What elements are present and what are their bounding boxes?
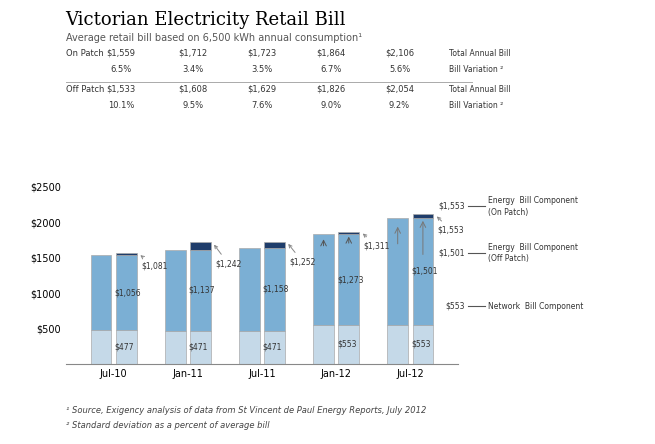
Bar xyxy=(313,325,334,364)
Text: $2,054: $2,054 xyxy=(385,85,414,94)
Bar xyxy=(165,331,185,364)
Text: Victorian Electricity Retail Bill: Victorian Electricity Retail Bill xyxy=(66,11,346,29)
Text: ¹ Source, Exigency analysis of data from St Vincent de Paul Energy Reports, July: ¹ Source, Exigency analysis of data from… xyxy=(66,406,426,415)
Bar xyxy=(116,330,137,364)
Text: $1,081: $1,081 xyxy=(141,256,168,271)
Text: $1,137: $1,137 xyxy=(189,286,215,295)
Text: $1,608: $1,608 xyxy=(179,85,208,94)
Text: 3.5%: 3.5% xyxy=(252,65,272,74)
Text: $1,273: $1,273 xyxy=(337,275,364,284)
Bar xyxy=(387,218,408,325)
Bar xyxy=(116,255,137,330)
Bar xyxy=(190,331,211,364)
Text: $1,864: $1,864 xyxy=(316,49,345,58)
Bar xyxy=(190,242,211,250)
Bar xyxy=(264,242,285,248)
Text: $1,723: $1,723 xyxy=(248,49,276,58)
Bar xyxy=(339,234,359,325)
Text: $1,311: $1,311 xyxy=(364,234,390,250)
Text: $471: $471 xyxy=(263,343,282,352)
Text: $1,501: $1,501 xyxy=(439,249,465,258)
Text: $553: $553 xyxy=(337,340,356,349)
Text: 6.7%: 6.7% xyxy=(320,65,341,74)
Bar xyxy=(190,250,211,331)
Text: 9.5%: 9.5% xyxy=(183,101,204,110)
Text: Total Annual Bill: Total Annual Bill xyxy=(449,85,510,94)
Text: Off Patch: Off Patch xyxy=(66,85,104,94)
Text: $2,106: $2,106 xyxy=(385,49,414,58)
Bar xyxy=(387,325,408,364)
Text: Energy  Bill Component
(Off Patch): Energy Bill Component (Off Patch) xyxy=(488,243,578,263)
Text: Energy  Bill Component
(On Patch): Energy Bill Component (On Patch) xyxy=(488,196,578,217)
Bar xyxy=(239,331,260,364)
Text: $1,629: $1,629 xyxy=(248,85,276,94)
Text: $1,826: $1,826 xyxy=(316,85,345,94)
Text: $553: $553 xyxy=(411,340,430,349)
Text: $1,056: $1,056 xyxy=(115,288,141,297)
Bar xyxy=(413,325,434,364)
Text: On Patch: On Patch xyxy=(66,49,103,58)
Text: $477: $477 xyxy=(115,343,134,352)
Text: $1,559: $1,559 xyxy=(107,49,136,58)
Text: $1,712: $1,712 xyxy=(179,49,208,58)
Text: $1,242: $1,242 xyxy=(215,246,242,268)
Text: 3.4%: 3.4% xyxy=(183,65,204,74)
Bar xyxy=(165,250,185,331)
Text: Bill Variation ²: Bill Variation ² xyxy=(449,65,503,74)
Text: 9.0%: 9.0% xyxy=(320,101,341,110)
Text: $1,501: $1,501 xyxy=(411,267,438,276)
Text: Average retail bill based on 6,500 kWh annual consumption¹: Average retail bill based on 6,500 kWh a… xyxy=(66,33,362,44)
Text: $1,252: $1,252 xyxy=(289,245,316,266)
Bar xyxy=(116,254,137,255)
Text: $553: $553 xyxy=(445,302,465,311)
Text: 10.1%: 10.1% xyxy=(108,101,134,110)
Bar xyxy=(339,325,359,364)
Text: Network  Bill Component: Network Bill Component xyxy=(488,302,584,311)
Bar xyxy=(264,248,285,331)
Text: $471: $471 xyxy=(189,343,208,352)
Bar xyxy=(313,234,334,325)
Bar xyxy=(339,232,359,234)
Text: $1,158: $1,158 xyxy=(263,285,289,294)
Text: $1,533: $1,533 xyxy=(107,85,136,94)
Text: ² Standard deviation as a percent of average bill: ² Standard deviation as a percent of ave… xyxy=(66,421,269,430)
Bar xyxy=(90,255,111,330)
Bar xyxy=(413,218,434,325)
Bar xyxy=(413,214,434,218)
Bar xyxy=(264,331,285,364)
Text: 9.2%: 9.2% xyxy=(389,101,410,110)
Text: $1,553: $1,553 xyxy=(438,202,465,211)
Text: 7.6%: 7.6% xyxy=(252,101,272,110)
Text: Bill Variation ²: Bill Variation ² xyxy=(449,101,503,110)
Bar xyxy=(90,330,111,364)
Text: $1,553: $1,553 xyxy=(438,217,464,235)
Text: Total Annual Bill: Total Annual Bill xyxy=(449,49,510,58)
Text: 5.6%: 5.6% xyxy=(389,65,410,74)
Text: 6.5%: 6.5% xyxy=(111,65,132,74)
Bar xyxy=(239,248,260,331)
